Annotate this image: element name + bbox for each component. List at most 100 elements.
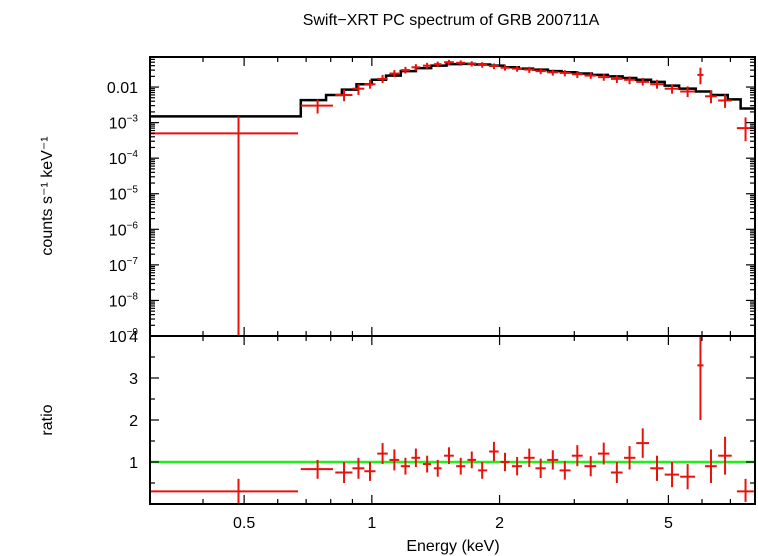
y-tick-label: 2: [129, 413, 138, 430]
ratio-point: [400, 457, 410, 475]
ratio-point: [478, 462, 488, 479]
ratio-point: [500, 452, 510, 472]
ratio-point: [364, 462, 376, 481]
spectrum-ticks: 0.01 10−3 10−4 10−5 10−6 10−7 10−8 10−9: [107, 56, 756, 346]
ratio-point: [571, 445, 583, 467]
ratio-point: [444, 447, 454, 465]
xlabel: Energy (keV): [406, 538, 499, 555]
data-point: [736, 117, 754, 142]
ratio-point: [352, 457, 365, 479]
data-point: [433, 61, 442, 67]
ratio-point: [150, 478, 299, 504]
y-tick-label: 10−6: [109, 220, 139, 239]
data-point: [411, 64, 421, 71]
data-point: [584, 72, 597, 79]
ratio-point: [697, 336, 704, 420]
x-tick-label: 0.5: [233, 515, 255, 532]
x-tick-label: 5: [664, 515, 673, 532]
data-point: [422, 62, 432, 69]
ratio-ticks: 0.5 1 2 5 1 2 3 4: [129, 329, 756, 532]
ratio-point: [300, 459, 334, 479]
data-point: [150, 116, 299, 336]
y-tick-label: 3: [129, 371, 138, 388]
ratio-point: [650, 455, 664, 481]
ratio-point: [624, 446, 636, 470]
ratio-point: [636, 428, 649, 458]
data-point: [597, 73, 610, 81]
ratio-point: [489, 441, 499, 462]
chart-title: Swift−XRT PC spectrum of GRB 200711A: [303, 12, 600, 29]
ratio-point: [718, 436, 732, 475]
ratio-point: [433, 459, 442, 477]
ratio-point: [335, 462, 353, 483]
y-tick-label: 10−3: [109, 114, 139, 133]
spectrum-frame: [149, 56, 756, 337]
x-tick-label: 1: [367, 515, 376, 532]
ratio-point: [736, 478, 754, 502]
ratio-point: [456, 457, 466, 475]
ratio-point: [523, 448, 535, 468]
ratio-point: [467, 451, 477, 469]
ratio-point: [389, 449, 400, 471]
ratio-point: [705, 449, 717, 483]
data-point: [467, 61, 477, 67]
data-point: [389, 70, 400, 78]
data-point: [610, 75, 623, 84]
data-point: [478, 62, 488, 68]
ratio-point: [584, 456, 597, 477]
ratio-point: [377, 443, 388, 465]
ratio-point: [559, 461, 571, 480]
bottom-ylabel: ratio: [39, 404, 56, 435]
ratio-point: [512, 456, 523, 476]
data-point: [500, 64, 510, 71]
data-point: [718, 94, 732, 108]
ratio-point: [411, 448, 421, 468]
data-point: [680, 86, 696, 98]
data-point: [624, 76, 636, 85]
y-tick-label: 10−9: [109, 327, 139, 346]
y-tick-label: 10−8: [109, 291, 139, 310]
model-step-line: [150, 62, 755, 118]
data-point: [377, 74, 388, 84]
data-point: [512, 66, 523, 72]
data-point: [335, 89, 353, 102]
ratio-point: [664, 462, 680, 488]
y-tick-label: 0.01: [107, 80, 138, 97]
y-tick-label: 10−5: [109, 185, 139, 204]
ratio-point: [422, 455, 432, 473]
spectrum-data: [150, 59, 755, 336]
data-point: [523, 66, 535, 73]
data-point: [697, 67, 704, 85]
data-point: [444, 59, 454, 65]
data-point: [456, 60, 466, 66]
data-point: [547, 69, 559, 76]
data-point: [364, 79, 376, 89]
y-tick-label: 10−7: [109, 256, 139, 275]
data-point: [559, 70, 571, 77]
data-point: [400, 66, 410, 74]
ratio-point: [535, 458, 546, 478]
ratio-data: [150, 336, 755, 504]
data-point: [535, 68, 546, 75]
ratio-point: [610, 462, 623, 483]
ratio-point: [680, 464, 696, 490]
y-tick-label: 1: [129, 455, 138, 472]
data-point: [300, 99, 334, 114]
ratio-point: [547, 450, 559, 470]
ratio-panel: 0.5 1 2 5 1 2 3 4: [129, 329, 756, 532]
data-point: [664, 84, 680, 94]
data-point: [636, 77, 649, 86]
data-point: [352, 84, 365, 95]
top-ylabel: counts s⁻¹ keV⁻¹: [39, 136, 56, 255]
y-tick-label: 4: [129, 329, 138, 346]
data-point: [650, 79, 664, 89]
spectrum-panel: 0.01 10−3 10−4 10−5 10−6 10−7 10−8 10−9: [107, 56, 756, 346]
data-point: [489, 63, 499, 70]
ratio-point: [597, 442, 610, 465]
ratio-frame: [149, 335, 756, 505]
y-tick-label: 10−4: [109, 149, 139, 168]
data-point: [705, 90, 717, 104]
data-point: [571, 71, 583, 78]
x-tick-label: 2: [495, 515, 504, 532]
